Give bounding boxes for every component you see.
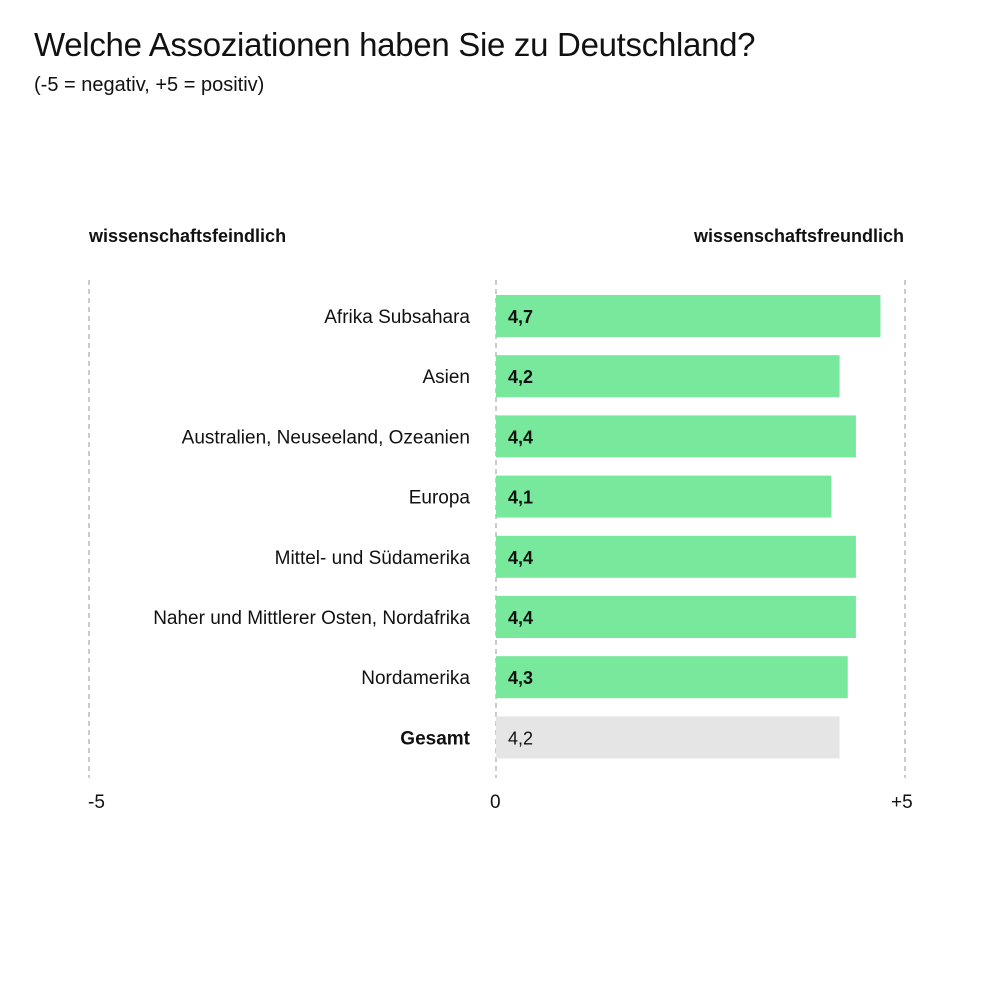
right-pole-label: wissenschaftsfreundlich	[693, 226, 904, 246]
tick-label-1: 0	[490, 792, 501, 813]
bar-0	[496, 295, 881, 337]
tick-label-2: +5	[891, 792, 913, 813]
value-label-1: 4,2	[508, 367, 533, 387]
category-label-7: Gesamt	[400, 728, 470, 749]
chart-subtitle: (-5 = negativ, +5 = positiv)	[34, 74, 265, 96]
value-label-5: 4,4	[508, 608, 533, 628]
chart-title: Welche Assoziationen haben Sie zu Deutsc…	[34, 26, 756, 63]
value-label-3: 4,1	[508, 488, 533, 508]
left-pole-label: wissenschaftsfeindlich	[89, 226, 287, 246]
category-label-1: Asien	[422, 367, 470, 388]
value-label-2: 4,4	[508, 427, 533, 447]
bar-5	[496, 596, 856, 638]
bar-1	[496, 355, 840, 398]
bar-4	[496, 535, 856, 578]
category-label-0: Afrika Subsahara	[324, 307, 470, 328]
value-label-0: 4,7	[508, 307, 533, 327]
category-label-2: Australien, Neuseeland, Ozeanien	[182, 427, 470, 448]
bar-total	[496, 716, 840, 759]
value-label-4: 4,4	[508, 548, 533, 568]
bar-3	[496, 475, 832, 518]
value-label-7: 4,2	[508, 728, 533, 748]
bar-6	[496, 656, 848, 699]
category-label-4: Mittel- und Südamerika	[275, 548, 471, 569]
category-label-6: Nordamerika	[361, 668, 470, 689]
tick-label-0: -5	[88, 792, 105, 813]
bar-2	[496, 415, 856, 458]
value-label-6: 4,3	[508, 668, 533, 688]
category-label-5: Naher und Mittlerer Osten, Nordafrika	[153, 608, 470, 629]
category-label-3: Europa	[409, 488, 471, 509]
